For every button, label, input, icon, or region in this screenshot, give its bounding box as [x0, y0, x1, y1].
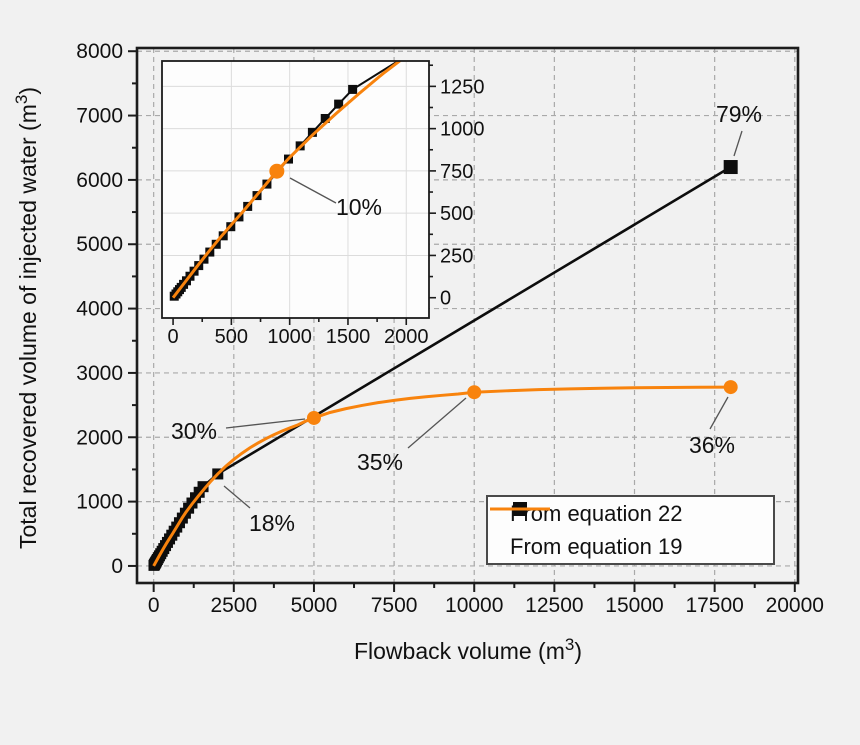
inset-x-tick-label: 0 — [168, 326, 179, 348]
inset-axes — [172, 64, 436, 325]
inset-y-tick-label: 500 — [440, 203, 473, 225]
y-tick-label: 7000 — [76, 105, 123, 128]
inset-eq22-square-marker — [307, 127, 317, 137]
x-tick-label: 2500 — [210, 594, 257, 617]
inset-y-tick-label: 0 — [440, 288, 451, 310]
annotation-35%: 35% — [357, 449, 403, 475]
inset-y-tick-label: 1250 — [440, 76, 485, 98]
x-axis-title: Flowback volume (m3) — [354, 635, 582, 664]
x-tick-label: 12500 — [525, 594, 583, 617]
x-tick-label: 15000 — [605, 594, 663, 617]
annotation-10%: 10% — [336, 194, 382, 220]
eq19-circle-marker — [306, 410, 321, 425]
eq22-square-marker — [197, 481, 209, 493]
legend-sample-eq19 — [490, 507, 550, 511]
eq22-square-marker — [723, 160, 738, 175]
inset-x-tick-label: 2000 — [384, 326, 429, 348]
legend-label-eq22: From equation 22 — [510, 500, 683, 526]
legend: From equation 22 From equation 19 — [486, 495, 775, 565]
y-tick-label: 4000 — [76, 298, 123, 321]
inset-x-tick-label: 1500 — [326, 326, 371, 348]
y-tick-label: 5000 — [76, 233, 123, 256]
main-tick-labels: 0 2500 5000 7500 10000 12500 15000 17500 2000001… — [76, 40, 824, 617]
y-tick-label: 2000 — [76, 426, 123, 449]
inset-y-tick-label: 250 — [440, 245, 473, 267]
y-tick-label: 6000 — [76, 169, 123, 192]
x-tick-label: 0 — [148, 594, 160, 617]
annotations: 79% 30% 18% 35% 36% 10% — [171, 101, 762, 536]
annotation-36%: 36% — [689, 432, 735, 458]
y-tick-label: 8000 — [76, 40, 123, 63]
x-tick-label: 17500 — [685, 594, 743, 617]
x-tick-label: 20000 — [766, 594, 824, 617]
inset-tick-labels: 0 500 1000 1500 2000 0 250 500 750 1000 1250 — [168, 76, 485, 348]
x-tick-label: 7500 — [371, 594, 418, 617]
inset-eq22-square-marker — [320, 113, 330, 123]
inset-eq22-square-marker — [334, 99, 344, 109]
annotation-79%: 79% — [716, 101, 762, 127]
inset-eq19-circle-marker — [269, 163, 285, 179]
main-axes — [128, 50, 796, 592]
legend-entry-eq19: From equation 19 — [490, 507, 773, 562]
x-tick-label: 5000 — [291, 594, 338, 617]
inset-eq22-square-marker — [402, 51, 411, 60]
y-tick-label: 1000 — [76, 491, 123, 514]
series-eq19 — [152, 380, 738, 567]
y-tick-label: 3000 — [76, 362, 123, 385]
inset-x-tick-label: 500 — [215, 326, 248, 348]
inset-x-tick-label: 1000 — [267, 326, 312, 348]
inset-plot: 0 500 1000 1500 2000 0 250 500 750 1000 1250 — [161, 51, 485, 348]
main-grid — [137, 48, 798, 583]
y-axis-title: Total recovered volume of injected water… — [12, 87, 41, 549]
plot-frame — [135, 46, 800, 585]
annotation-30%: 30% — [171, 418, 217, 444]
legend-label-eq19: From equation 19 — [510, 533, 683, 559]
inset-frame — [161, 60, 430, 319]
inset-y-tick-label: 1000 — [440, 119, 485, 141]
annotation-18%: 18% — [249, 510, 295, 536]
eq19-circle-marker — [723, 380, 738, 395]
eq19-circle-marker — [467, 385, 482, 400]
inset-y-tick-label: 750 — [440, 161, 473, 183]
x-tick-label: 10000 — [445, 594, 503, 617]
eq22-square-marker — [193, 486, 205, 498]
y-tick-label: 0 — [111, 555, 123, 578]
inset-eq22-square-marker — [348, 84, 358, 94]
